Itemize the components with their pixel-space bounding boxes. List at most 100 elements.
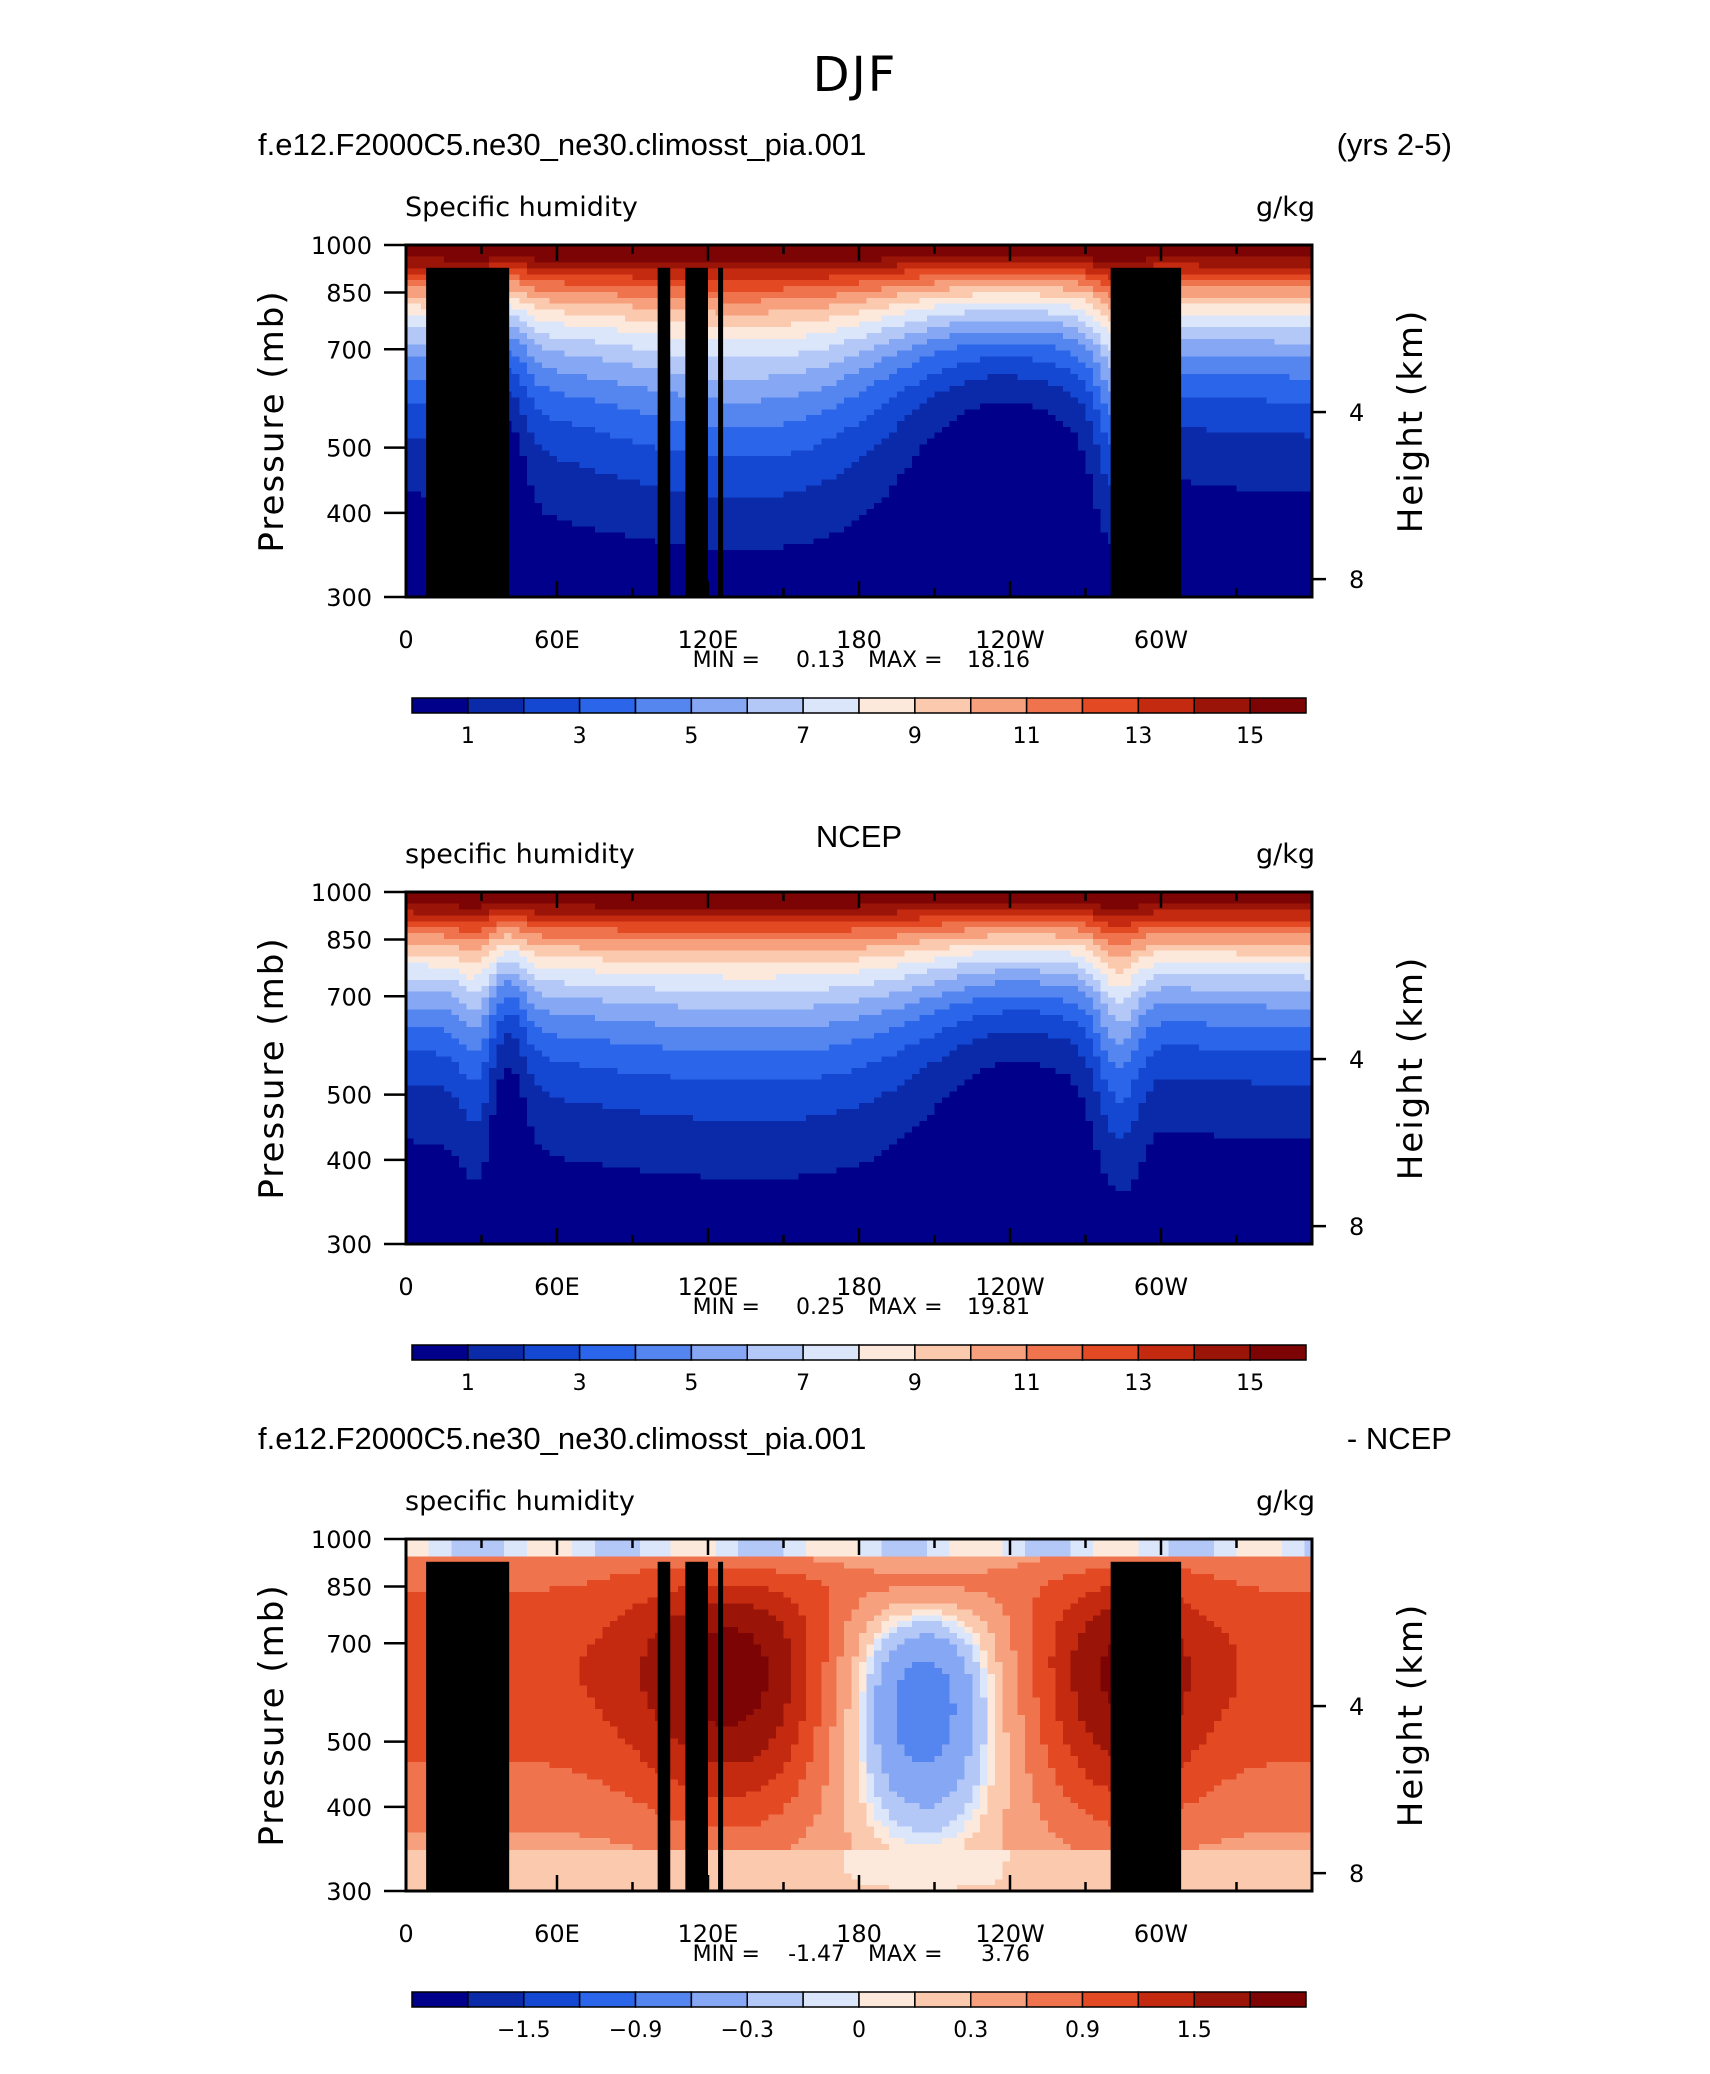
- contour-cell: [1213, 415, 1222, 422]
- contour-cell: [783, 368, 792, 375]
- contour-cell: [926, 297, 936, 305]
- contour-cell: [791, 245, 800, 252]
- contour-cell: [1296, 374, 1306, 381]
- contour-cell: [987, 256, 996, 264]
- contour-cell: [783, 456, 792, 463]
- contour-cell: [519, 397, 528, 404]
- contour-cell: [821, 297, 830, 305]
- contour-cell: [534, 397, 543, 404]
- contour-cell: [821, 250, 830, 258]
- contour-cell: [1017, 327, 1026, 334]
- contour-cell: [511, 462, 520, 469]
- contour-cell: [1198, 303, 1207, 311]
- contour-cell: [406, 344, 415, 352]
- contour-cell: [791, 262, 800, 270]
- contour-cell: [526, 379, 535, 387]
- contour-cell: [889, 432, 898, 440]
- contour-cell: [768, 321, 777, 328]
- contour-cell: [1266, 467, 1275, 475]
- contour-cell: [1100, 338, 1109, 346]
- contour-cell: [677, 409, 686, 416]
- contour-cell: [670, 350, 679, 358]
- contour-cell: [1183, 315, 1192, 322]
- contour-cell: [1093, 385, 1102, 393]
- contour-cell: [1168, 262, 1177, 270]
- contour-cell: [1213, 450, 1222, 457]
- contour-cell: [723, 409, 732, 416]
- contour-cell: [632, 268, 641, 275]
- contour-cell: [843, 268, 853, 275]
- contour-cell: [1032, 368, 1041, 375]
- contour-cell: [783, 479, 792, 487]
- contour-cell: [881, 338, 890, 346]
- contour-cell: [1100, 403, 1109, 410]
- contour-cell: [768, 309, 777, 316]
- contour-cell: [1274, 344, 1283, 352]
- contour-cell: [413, 426, 422, 434]
- contour-cell: [511, 409, 520, 416]
- contour-cell: [549, 479, 558, 487]
- contour-cell: [828, 268, 837, 275]
- contour-cell: [541, 479, 551, 487]
- contour-cell: [723, 473, 732, 481]
- contour-cell: [1025, 344, 1034, 352]
- contour-cell: [1251, 297, 1260, 305]
- contour-cell: [632, 262, 641, 270]
- contour-cell: [836, 362, 845, 369]
- contour-cell: [972, 245, 981, 252]
- contour-cell: [617, 338, 626, 346]
- contour-cell: [594, 467, 603, 475]
- contour-cell: [919, 344, 928, 352]
- contour-cell: [489, 256, 498, 264]
- contour-cell: [1259, 338, 1268, 346]
- contour-cell: [904, 321, 913, 328]
- contour-cell: [594, 286, 603, 293]
- contour-cell: [1228, 385, 1238, 393]
- contour-cell: [760, 432, 769, 440]
- contour-cell: [896, 297, 905, 305]
- contour-cell: [1062, 291, 1071, 299]
- contour-cell: [919, 415, 928, 422]
- contour-cell: [791, 450, 800, 457]
- contour-cell: [768, 250, 777, 258]
- contour-cell: [934, 362, 943, 369]
- contour-cell: [632, 462, 641, 469]
- contour-cell: [1010, 350, 1019, 358]
- contour-cell: [1085, 473, 1094, 481]
- contour-cell: [1183, 344, 1192, 352]
- contour-cell: [1206, 262, 1215, 270]
- contour-cell: [926, 344, 936, 352]
- contour-cell: [436, 250, 445, 258]
- contour-cell: [723, 274, 732, 281]
- contour-cell: [851, 368, 860, 375]
- contour-cell: [821, 473, 830, 481]
- contour-cell: [821, 409, 830, 416]
- contour-cell: [708, 444, 717, 451]
- contour-cell: [979, 256, 988, 264]
- contour-cell: [1108, 245, 1117, 252]
- contour-cell: [1047, 297, 1056, 305]
- contour-cell: [557, 403, 566, 410]
- contour-cell: [821, 403, 830, 410]
- contour-cell: [979, 356, 988, 363]
- contour-cell: [602, 262, 611, 270]
- contour-cell: [1047, 344, 1056, 352]
- contour-cell: [753, 362, 762, 369]
- contour-cell: [828, 397, 837, 404]
- contour-cell: [1198, 268, 1207, 275]
- contour-cell: [640, 245, 649, 252]
- contour-cell: [557, 245, 566, 252]
- contour-cell: [1266, 315, 1275, 322]
- contour-cell: [1296, 327, 1306, 334]
- contour-cell: [851, 391, 860, 399]
- contour-cell: [526, 344, 535, 352]
- contour-cell: [1304, 438, 1313, 446]
- contour-cell: [813, 456, 822, 463]
- contour-cell: [889, 456, 898, 463]
- contour-cell: [1002, 462, 1011, 469]
- contour-cell: [911, 368, 920, 375]
- contour-cell: [1010, 432, 1019, 440]
- contour-cell: [934, 245, 943, 252]
- contour-cell: [1017, 362, 1026, 369]
- contour-cell: [881, 426, 890, 434]
